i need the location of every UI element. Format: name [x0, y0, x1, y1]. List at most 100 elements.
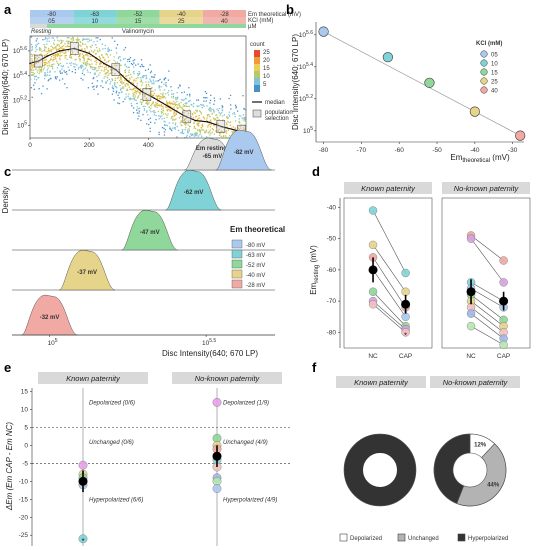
density-point: [218, 134, 221, 137]
density-point: [60, 51, 62, 53]
density-point: [212, 129, 215, 131]
density-point: [138, 115, 140, 117]
plot-area: [29, 35, 247, 139]
y-tick-label: -20: [19, 514, 29, 521]
density-point: [145, 86, 147, 88]
density-point: [46, 88, 48, 90]
density-point: [228, 121, 230, 124]
density-point: [103, 67, 106, 69]
density-point: [189, 93, 191, 96]
density-point: [186, 94, 188, 96]
density-point: [150, 81, 152, 83]
panel-label-b: b: [286, 2, 294, 17]
density-point: [193, 111, 195, 113]
density-point: [210, 110, 212, 113]
density-point: [172, 122, 174, 124]
density-point: [144, 69, 147, 72]
density-point: [131, 81, 133, 84]
density-point: [138, 91, 141, 94]
density-point: [158, 86, 160, 88]
density-point: [44, 46, 46, 48]
density-point: [54, 71, 56, 73]
data-point: [424, 77, 435, 88]
density-point: [87, 87, 90, 89]
density-point: [183, 118, 186, 121]
density-point: [59, 70, 61, 72]
density-point: [144, 105, 146, 107]
density-point: [145, 74, 147, 77]
density-point: [139, 107, 141, 109]
density-point: [176, 91, 178, 94]
y-axis-label: Disc Intensity(640; 670 LP): [1, 39, 10, 135]
density-point: [108, 48, 111, 51]
density-point: [44, 55, 46, 57]
density-point: [173, 108, 175, 110]
density-point: [161, 111, 164, 114]
density-point: [165, 82, 167, 84]
density-point: [80, 67, 82, 69]
group-header: No-known paternity: [443, 378, 509, 387]
density-point: [31, 96, 33, 98]
y-axis-label: ΔEm (Em CAP - Em NC): [5, 422, 14, 512]
density-point: [40, 69, 43, 72]
density-point: [111, 72, 113, 74]
density-point: [102, 48, 104, 50]
density-point: [51, 49, 53, 51]
y-tick-label: 10: [21, 407, 29, 414]
density-point: [138, 110, 140, 112]
density-point: [158, 95, 160, 98]
density-point: [121, 91, 123, 93]
density-point: [155, 80, 157, 82]
density-point: [90, 46, 92, 49]
density-point: [58, 64, 60, 66]
density-point: [43, 50, 45, 52]
density-point: [148, 101, 150, 103]
density-point: [43, 65, 45, 67]
selection-legend-label-1: population: [265, 110, 293, 116]
density-point: [222, 132, 225, 134]
density-point: [83, 58, 86, 60]
delta-point: [212, 397, 222, 407]
um-label: µM: [248, 24, 256, 30]
density-point: [153, 112, 155, 114]
density-point: [166, 116, 168, 118]
density-point: [99, 49, 101, 52]
density-point: [198, 110, 201, 112]
density-point: [78, 54, 81, 56]
density-point: [178, 117, 181, 119]
density-point: [160, 105, 163, 107]
y-tick-label: -50: [327, 236, 337, 243]
density-point: [70, 56, 73, 59]
significance-star: *: [404, 332, 407, 341]
density-point: [131, 63, 134, 66]
cap-point: [401, 268, 410, 278]
median-line: [29, 47, 247, 133]
data-point: [318, 26, 329, 37]
density-point: [99, 65, 102, 68]
density-point: [95, 46, 98, 49]
density-point: [245, 109, 247, 111]
density-point: [59, 57, 61, 60]
density-point: [96, 61, 98, 64]
density-point: [76, 37, 79, 39]
density-point: [30, 69, 32, 71]
kcl-legend-swatch: [480, 68, 488, 76]
density-point: [42, 85, 44, 87]
density-point: [42, 39, 44, 41]
density-point: [39, 49, 41, 52]
density-point: [121, 81, 123, 83]
density-point: [186, 110, 188, 113]
density-point: [101, 79, 103, 82]
density-point: [69, 54, 71, 57]
density-point: [200, 111, 202, 114]
density-point: [174, 119, 176, 121]
density-point: [137, 96, 139, 98]
density-point: [227, 129, 230, 131]
density-point: [45, 74, 47, 76]
density-point: [124, 47, 127, 49]
density-point: [153, 104, 155, 106]
density-point: [59, 54, 61, 57]
density-point: [210, 119, 212, 121]
density-point: [171, 129, 173, 132]
density-point: [225, 132, 228, 134]
